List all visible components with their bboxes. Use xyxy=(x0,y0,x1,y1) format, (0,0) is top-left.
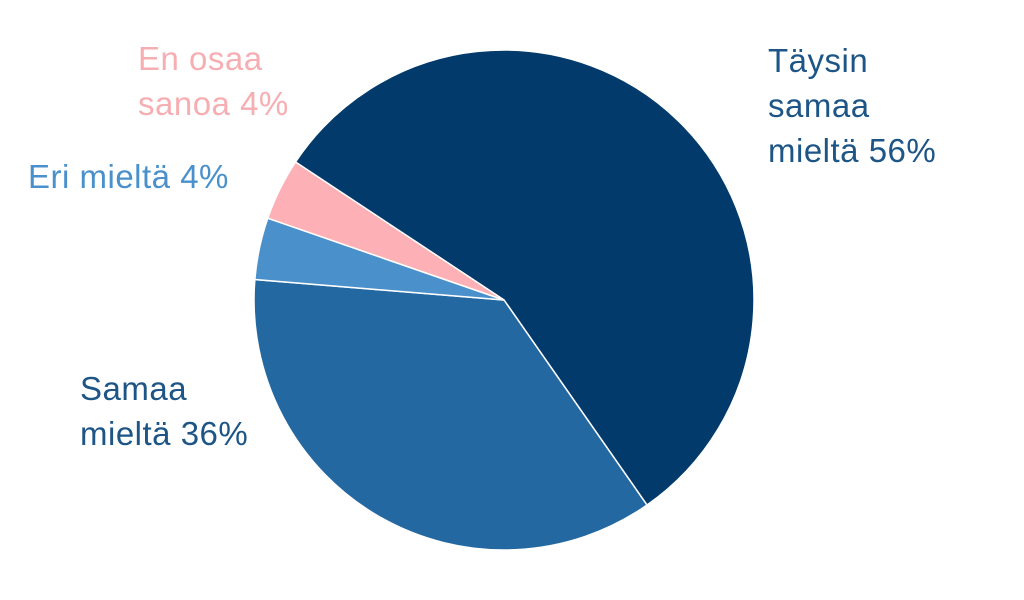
label-taysin-samaa-mielta: Täysin samaa mieltä 56% xyxy=(768,38,936,173)
pie-slices xyxy=(253,49,755,551)
slice-taysin-samaa-mielta xyxy=(294,49,755,507)
label-line: mieltä 36% xyxy=(80,415,249,452)
label-line: Täysin xyxy=(768,42,869,79)
slice-samaa-mielta xyxy=(253,278,649,551)
label-line: samaa xyxy=(768,87,870,124)
slice-en-osaa-sanoa xyxy=(266,160,505,301)
label-line: sanoa 4% xyxy=(138,85,289,122)
label-line: Samaa xyxy=(80,370,188,407)
label-samaa-mielta: Samaa mieltä 36% xyxy=(80,366,248,456)
label-eri-mielta: Eri mieltä 4% xyxy=(28,154,229,199)
label-line: En osaa xyxy=(138,40,263,77)
label-line: mieltä 56% xyxy=(768,132,937,169)
label-line: Eri mieltä 4% xyxy=(28,158,229,195)
label-en-osaa-sanoa: En osaa sanoa 4% xyxy=(138,36,289,126)
